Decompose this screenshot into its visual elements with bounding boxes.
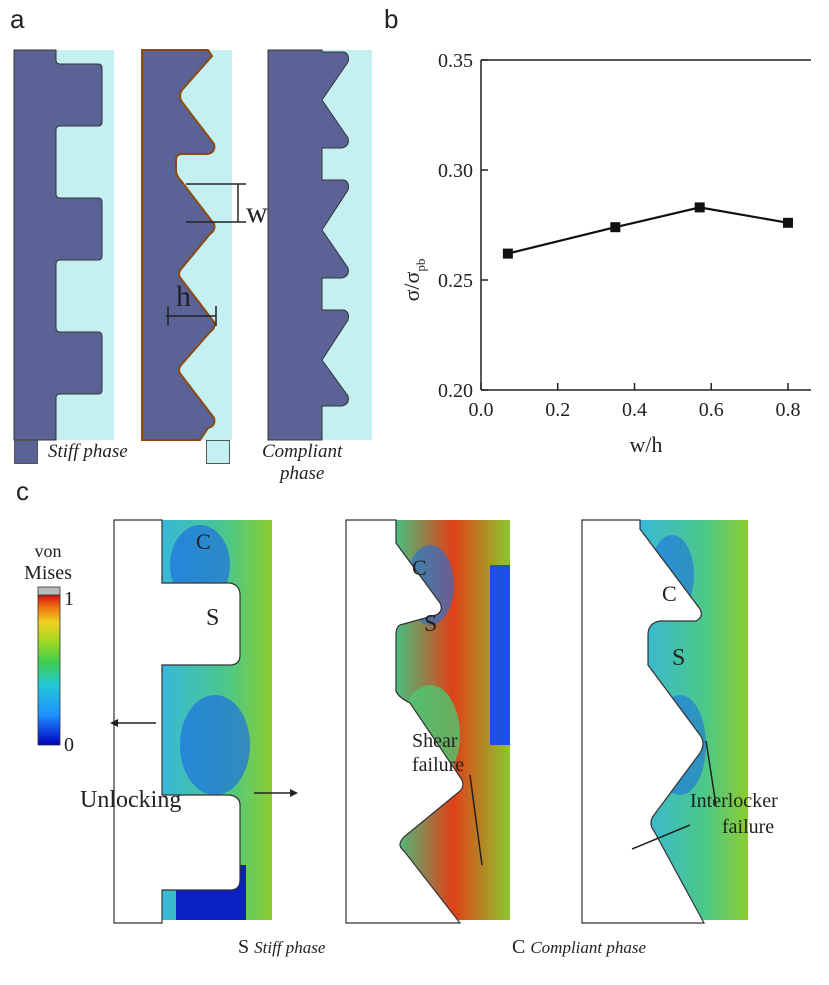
panel-letter-c: c <box>16 476 29 506</box>
chart-series <box>502 202 793 259</box>
y-axis-label-main: σ/σ <box>399 271 424 301</box>
panel-letter-b: b <box>384 4 399 34</box>
colorbar-title-line2: Mises <box>24 562 72 584</box>
colorbar-title-line1: von <box>35 541 62 561</box>
y-tick-label: 0.20 <box>438 380 473 402</box>
svg-text:σ/σpb: σ/σpb <box>399 259 428 302</box>
geometry-wedge <box>267 49 372 441</box>
y-axis-label: σ/σpb <box>399 259 428 302</box>
legend-stiff-label: Stiff phase <box>48 441 128 462</box>
bottom-label-stiff: S Stiff phase <box>238 936 325 959</box>
colorbar <box>37 586 61 746</box>
data-point <box>502 248 513 259</box>
dimension-w-label: w <box>246 196 268 229</box>
fea-model-dovetail <box>345 519 510 924</box>
legend-stiff-swatch <box>14 440 38 464</box>
colorbar-max-label: 1 <box>64 588 74 610</box>
bottom-label-compliant-letter: C <box>512 936 526 958</box>
fea-model-wedge <box>581 519 748 924</box>
fea1-label-unlocking: Unlocking <box>80 787 181 813</box>
bottom-label-compliant: C Compliant phase <box>512 936 646 959</box>
fea3-label-s: S <box>672 645 685 671</box>
panel-a-geometries: w h <box>13 49 372 441</box>
fea2-label-c: C <box>412 555 427 580</box>
data-point <box>782 217 793 228</box>
x-tick-label: 0.4 <box>622 399 647 421</box>
x-tick-label: 0.2 <box>545 399 570 421</box>
data-point <box>694 202 705 213</box>
bottom-label-stiff-text: Stiff phase <box>254 938 326 957</box>
panel-c-fea: von Mises 1 0 C S Unlocking C S Shear fa… <box>24 519 778 924</box>
panel-letter-a: a <box>10 4 25 34</box>
geometry-rectangular <box>13 49 114 441</box>
bottom-label-stiff-letter: S <box>238 936 250 958</box>
fea1-label-c: C <box>196 529 211 554</box>
x-axis-label: w/h <box>630 432 663 457</box>
bottom-label-compliant-text: Compliant phase <box>530 938 647 957</box>
x-tick-label: 0.8 <box>775 399 800 421</box>
x-tick-label: 0.6 <box>699 399 724 421</box>
geometry-dovetail <box>141 49 232 441</box>
fea-model-rectangular <box>110 519 298 924</box>
y-tick-label: 0.25 <box>438 270 473 292</box>
fea1-label-s: S <box>206 605 219 631</box>
legend-compliant-label-line1: Compliant <box>262 441 343 462</box>
x-tick-label: 0.0 <box>469 399 494 421</box>
fea2-label-s: S <box>424 611 437 637</box>
fea2-label-shear-1: Shear <box>412 730 458 752</box>
y-tick-label: 0.35 <box>438 50 473 72</box>
fea2-label-shear-2: failure <box>412 754 464 776</box>
fea3-label-interlocker-1: Interlocker <box>690 790 778 812</box>
dimension-w <box>186 183 246 223</box>
y-tick-label: 0.30 <box>438 160 473 182</box>
dimension-h <box>166 306 217 326</box>
dimension-h-label: h <box>176 280 191 313</box>
series-line <box>507 206 789 255</box>
fea3-label-interlocker-2: failure <box>722 816 774 838</box>
colorbar-min-label: 0 <box>64 734 74 756</box>
data-point <box>610 222 621 233</box>
legend-compliant-swatch <box>206 440 230 464</box>
fea3-label-c: C <box>662 581 677 606</box>
chart-b: 0.20 0.25 0.30 0.35 0.0 0.2 0.4 0.6 0.8 w/h σ/σp… <box>399 50 811 457</box>
legend-compliant-label-line2: phase <box>280 463 325 484</box>
chart-axes: 0.20 0.25 0.30 0.35 0.0 0.2 0.4 0.6 0.8 <box>438 50 811 421</box>
y-axis-label-sub: pb <box>413 259 428 272</box>
